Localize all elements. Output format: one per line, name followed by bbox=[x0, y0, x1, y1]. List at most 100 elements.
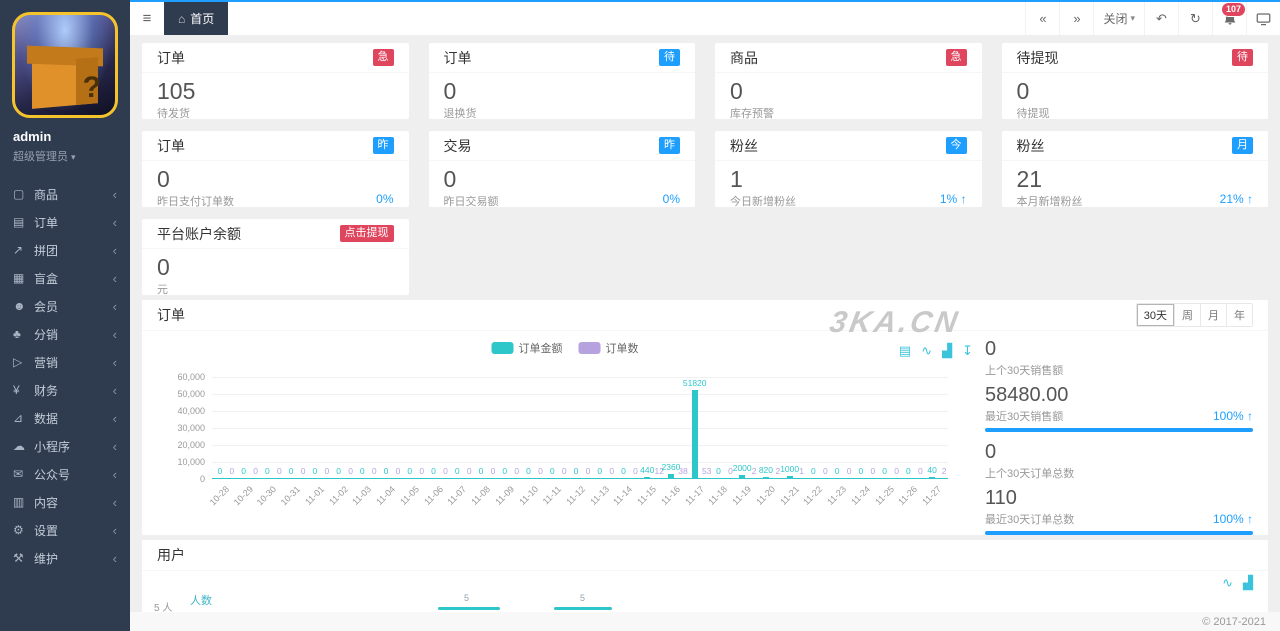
sidebar-item-data[interactable]: ⊿ 数据 ‹ bbox=[0, 404, 130, 432]
chevron-left-icon: ‹ bbox=[112, 438, 117, 454]
order-chart-slot: 0 0 11-09 bbox=[493, 377, 521, 507]
order-stat-label-row: 最近30天销售额 100% ↑ bbox=[985, 408, 1253, 424]
range-button-0[interactable]: 30天 bbox=[1136, 304, 1174, 326]
orders-icon: ▤ bbox=[13, 215, 25, 229]
order-amount-label: 0 bbox=[597, 466, 603, 476]
tab-scroll-left-button[interactable]: « bbox=[1025, 2, 1059, 35]
sidebar-item-settings[interactable]: ⚙ 设置 ‹ bbox=[0, 516, 130, 544]
order-amount-label: 0 bbox=[573, 466, 579, 476]
page-footer: © 2017-2021 bbox=[130, 612, 1280, 631]
notification-bell-button[interactable]: 107 bbox=[1212, 2, 1246, 35]
order-chart-slot: 0 0 11-23 bbox=[825, 377, 853, 507]
legend-item[interactable]: 订单数 bbox=[578, 340, 639, 356]
main-content: 订单急 105 待发货 订单待 0 退换货 商品急 0 库存预警 待提现待 0 待提现 订单昨 0 昨日支付… bbox=[130, 35, 1280, 631]
maintenance-icon: ⚒ bbox=[13, 551, 24, 565]
sidebar-item-wechat[interactable]: ✉ 公众号 ‹ bbox=[0, 460, 130, 488]
sidebar-item-goods[interactable]: ▢ 商品 ‹ bbox=[0, 180, 130, 208]
sidebar-item-blindbox[interactable]: ▦ 盲盒 ‹ bbox=[0, 264, 130, 292]
order-amount-label: 0 bbox=[383, 466, 389, 476]
range-button-1[interactable]: 周 bbox=[1174, 304, 1200, 326]
chevron-left-icon: ‹ bbox=[112, 242, 117, 258]
stat-label: 待发货 bbox=[157, 108, 190, 121]
stat-label: 今日新增粉丝 bbox=[730, 196, 796, 209]
order-count-label: 0 bbox=[443, 466, 448, 476]
order-panel-header: 订单 30天周月年 bbox=[142, 300, 1268, 331]
sidebar-menu: ▢ 商品 ‹ ▤ 订单 ‹ ↗ 拼团 ‹ ▦ 盲盒 ‹ ☻ 会员 ‹ ♣ 分销 ‹ ▷ 营销 ‹ ¥ 财务 ‹ ⊿ 数据 ‹ ☁ 小程序… bbox=[0, 180, 130, 572]
order-chart-slot: 0 0 11-03 bbox=[351, 377, 378, 507]
gridline bbox=[212, 462, 948, 463]
order-chart-slot: 1000 1 11-21 bbox=[778, 377, 806, 507]
sidebar-item-marketing[interactable]: ▷ 营销 ‹ bbox=[0, 348, 130, 376]
y-axis-tick: 60,000 bbox=[177, 372, 205, 382]
back-button[interactable]: ↶ bbox=[1144, 2, 1178, 35]
order-stat-value: 0 bbox=[985, 338, 997, 360]
user-role-dropdown[interactable]: 超级管理员 ▾ bbox=[13, 148, 117, 164]
order-amount-label: 0 bbox=[431, 466, 436, 476]
order-stat-value: 110 bbox=[985, 487, 1017, 509]
line-chart-icon[interactable]: ∿ bbox=[1222, 575, 1233, 590]
data-view-icon[interactable]: ▤ bbox=[898, 343, 912, 358]
order-count-label: 0 bbox=[918, 466, 923, 476]
user-chart-toolbox: ∿ ▟ bbox=[1222, 576, 1253, 589]
order-chart-slot: 440 12 11-15 bbox=[635, 377, 664, 507]
order-stat-item: 0 上个30天销售额 bbox=[985, 337, 1253, 378]
order-amount-label: 0 bbox=[359, 466, 365, 476]
refresh-button[interactable]: ↻ bbox=[1178, 2, 1212, 35]
range-button-3[interactable]: 年 bbox=[1226, 304, 1252, 326]
caret-down-icon: ▾ bbox=[71, 152, 76, 162]
sidebar-item-label: 财务 bbox=[34, 383, 59, 398]
sidebar-item-members[interactable]: ☻ 会员 ‹ bbox=[0, 292, 130, 320]
sidebar-item-groupon[interactable]: ↗ 拼团 ‹ bbox=[0, 236, 130, 264]
stat-badge: 待 bbox=[1232, 49, 1253, 66]
range-button-2[interactable]: 月 bbox=[1200, 304, 1226, 326]
theme-screen-button[interactable] bbox=[1246, 2, 1280, 35]
tab-home[interactable]: ⌂ 首页 bbox=[164, 2, 229, 35]
withdraw-badge[interactable]: 点击提现 bbox=[339, 225, 394, 242]
sidebar-item-maintenance[interactable]: ⚒ 维护 ‹ bbox=[0, 544, 130, 572]
order-amount-label: 51820 bbox=[682, 377, 707, 388]
sidebar-item-miniapp[interactable]: ☁ 小程序 ‹ bbox=[0, 432, 130, 460]
close-tabs-dropdown[interactable]: 关闭 ▾ bbox=[1093, 2, 1144, 35]
line-chart-icon[interactable]: ∿ bbox=[921, 343, 933, 358]
sidebar-item-distribution[interactable]: ♣ 分销 ‹ bbox=[0, 320, 130, 348]
order-amount-label: 40 bbox=[927, 465, 937, 475]
tab-scroll-right-button[interactable]: » bbox=[1059, 2, 1093, 35]
order-amount-label: 0 bbox=[858, 466, 864, 476]
legend-item[interactable]: 订单金额 bbox=[491, 340, 563, 356]
gridline bbox=[212, 445, 948, 446]
watermark: 3KA.CN bbox=[827, 306, 963, 339]
order-amount-label: 0 bbox=[264, 466, 270, 476]
stat-label: 本月新增粉丝 bbox=[1016, 196, 1083, 209]
y-axis-tick: 20,000 bbox=[177, 440, 205, 450]
order-count-label: 0 bbox=[395, 466, 401, 476]
sidebar-item-contentmgr[interactable]: ▥ 内容 ‹ bbox=[0, 488, 130, 516]
chevron-left-icon: ‹ bbox=[112, 354, 117, 370]
order-count-label: 0 bbox=[348, 466, 353, 476]
order-panel-body: 订单金额 订单数 ▤ ∿ ▟ ↧ 0 10,000 20,000 30,000 40,000 50… bbox=[142, 332, 1268, 535]
bar-chart-icon[interactable]: ▟ bbox=[1243, 575, 1253, 590]
order-amount-label: 0 bbox=[407, 466, 413, 476]
bar-chart-icon[interactable]: ▟ bbox=[942, 343, 953, 358]
stat-card-body: 0 昨日支付订单数 0% bbox=[142, 161, 409, 214]
order-count-label: 0 bbox=[324, 466, 330, 476]
user-bar-label: 5 bbox=[464, 593, 470, 603]
sidebar-item-finance[interactable]: ¥ 财务 ‹ bbox=[0, 376, 130, 404]
caret-down-icon: ▾ bbox=[1130, 13, 1135, 23]
order-stat-item: 110 最近30天订单总数 100% ↑ bbox=[985, 486, 1253, 535]
order-count-label: 1 bbox=[799, 466, 805, 476]
stat-card-withdraw-pending: 待提现 待 0 待提现 bbox=[1001, 43, 1268, 121]
order-amount-label: 0 bbox=[502, 466, 508, 476]
sidebar-item-orders[interactable]: ▤ 订单 ‹ bbox=[0, 208, 130, 236]
hamburger-icon[interactable]: ≡ bbox=[142, 10, 152, 27]
wechat-icon: ✉ bbox=[13, 467, 24, 481]
order-stat-value: 58480.00 bbox=[985, 384, 1069, 406]
user-chart-legend[interactable]: 人数 bbox=[190, 595, 212, 607]
chevron-left-icon: ‹ bbox=[112, 326, 117, 342]
download-icon[interactable]: ↧ bbox=[962, 343, 973, 358]
order-amount-label: 0 bbox=[526, 466, 531, 476]
stat-label: 待提现 bbox=[1016, 108, 1050, 121]
order-chart-slot: 0 0 11-18 bbox=[707, 377, 735, 507]
blindbox-icon: ▦ bbox=[13, 271, 25, 285]
order-count-label: 2 bbox=[941, 466, 947, 476]
order-chart-slot: 0 0 11-25 bbox=[873, 377, 901, 507]
